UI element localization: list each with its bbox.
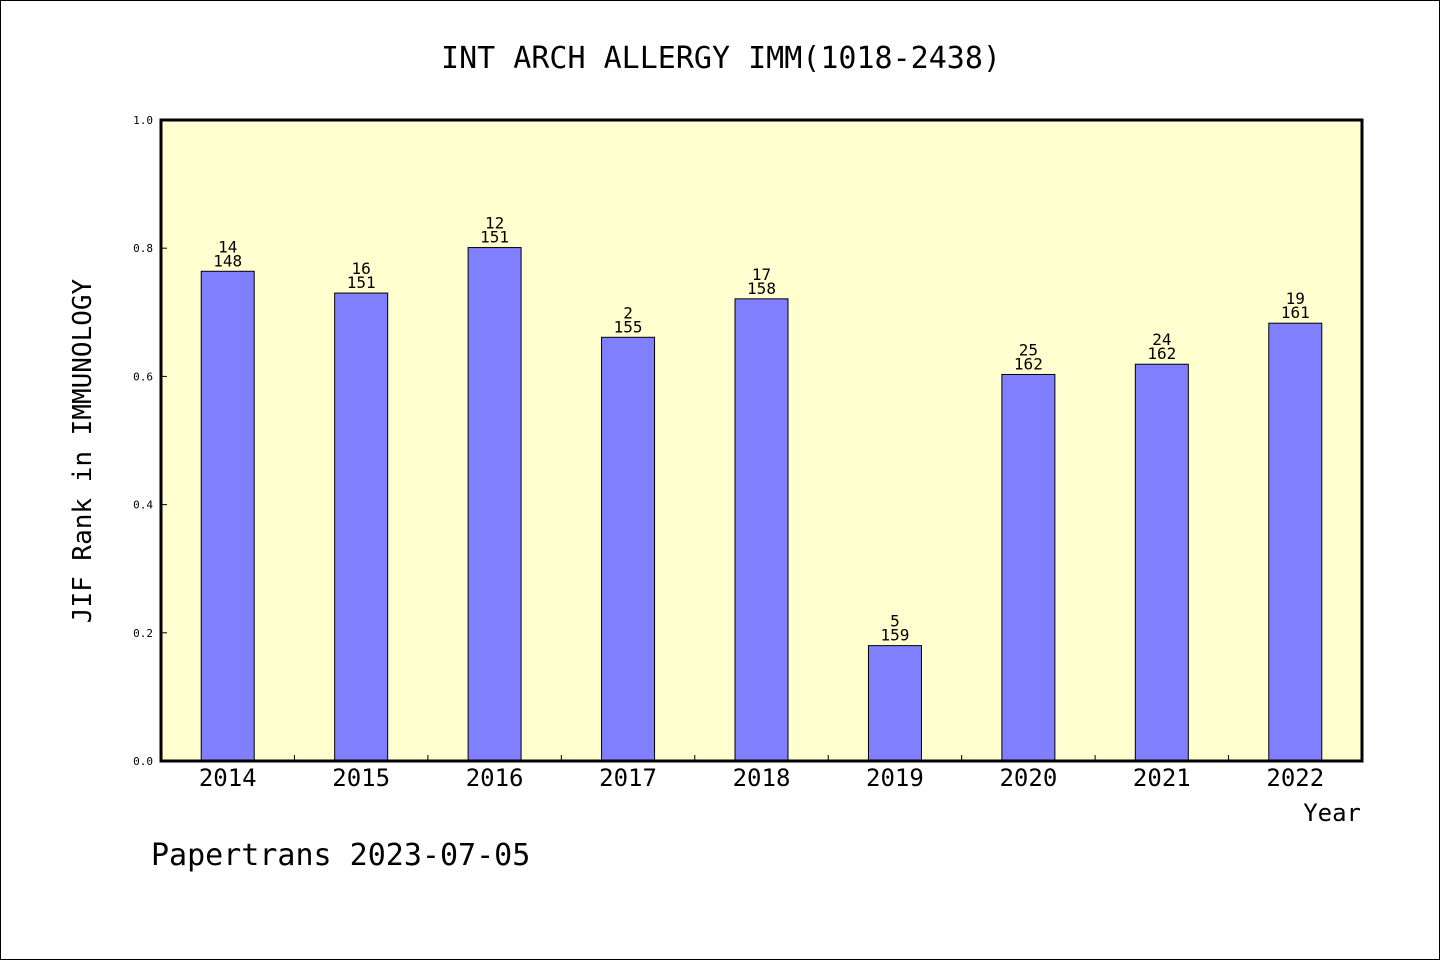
x-axis-label: Year [1303,799,1361,827]
x-tick-label: 2022 [1266,764,1324,792]
bar-2022 [1268,322,1323,762]
y-tick-label: 1.0 [133,114,153,127]
x-tick-label: 2014 [199,764,257,792]
bar-2021 [1134,363,1189,762]
bar-total-label: 159 [880,626,909,645]
bar-total-label: 148 [213,251,242,270]
y-tick-label: 0.6 [133,370,153,383]
y-axis-label: JIF Rank in IMMUNOLOGY [68,278,98,623]
labels-layer: 1414820141615120151215120162155201717158… [199,214,1324,792]
bar-rank-label: 24 [1152,330,1171,349]
bar-2017 [601,336,656,762]
bar-2020 [1001,373,1056,762]
y-tick-label: 0.4 [133,499,153,512]
bar-rank-label: 25 [1019,340,1038,359]
x-tick-label: 2015 [332,764,390,792]
bar-total-label: 151 [347,273,376,292]
bar-2014 [200,270,255,762]
bar-total-label: 162 [1147,344,1176,363]
plot-border [159,118,1364,763]
bars-layer [200,247,1323,762]
bar-total-label: 155 [614,317,643,336]
bar-2016 [467,247,522,762]
x-tick-label: 2020 [999,764,1057,792]
x-tick-label: 2019 [866,764,924,792]
bar-rank-label: 2 [623,303,633,322]
bar-rank-label: 14 [218,237,237,256]
y-tick-label: 0.2 [133,627,153,640]
y-tick-label: 0.8 [133,242,153,255]
bar-total-label: 161 [1281,303,1310,322]
bar-total-label: 151 [480,228,509,247]
x-tick-label: 2021 [1133,764,1191,792]
bar-rank-label: 12 [485,214,504,233]
bar-2015 [334,292,389,762]
x-tick-label: 2018 [733,764,791,792]
x-tick-label: 2016 [466,764,524,792]
bar-total-label: 162 [1014,354,1043,373]
bar-2018 [734,298,789,762]
bar-rank-label: 17 [752,265,771,284]
bar-2019 [867,645,922,762]
bar-total-label: 158 [747,279,776,298]
bar-rank-label: 16 [352,259,371,278]
bar-rank-label: 19 [1286,289,1305,308]
chart-title: INT ARCH ALLERGY IMM(1018-2438) [441,41,1001,76]
y-tick-label: 0.0 [133,755,153,768]
footer-text: Papertrans 2023-07-05 [151,838,530,873]
x-tick-label: 2017 [599,764,657,792]
bar-rank-label: 5 [890,612,900,631]
